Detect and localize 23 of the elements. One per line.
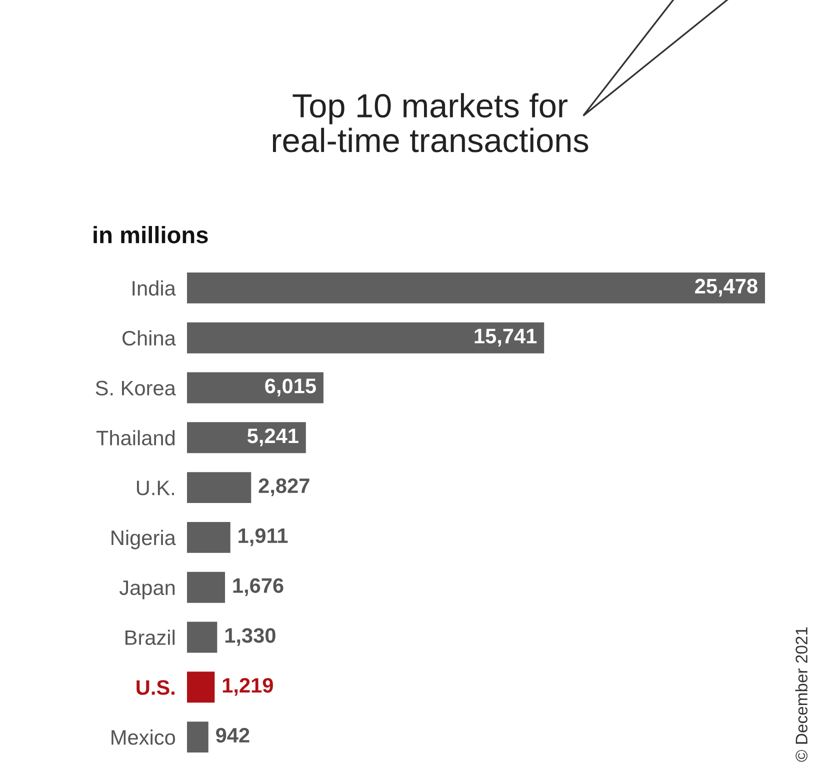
y-tick-label: U.K.: [136, 480, 174, 496]
y-tick-label: China: [122, 330, 176, 346]
data-label: 5,241: [247, 428, 298, 446]
data-label: 1,911: [238, 528, 288, 546]
chart-subtitle: in millions: [94, 226, 208, 244]
data-label: 25,478: [695, 278, 758, 297]
y-tick-label: Mexico: [112, 730, 176, 745]
data-label: 1,219: [222, 678, 273, 696]
y-tick-label: U.S.: [136, 680, 174, 695]
data-label: 15,741: [474, 328, 537, 346]
data-label: 2,827: [258, 478, 310, 496]
y-tick-label: S. Korea: [96, 380, 176, 396]
y-tick-label: India: [132, 280, 176, 296]
y-tick-label: Brazil: [126, 630, 174, 646]
y-tick-label: Japan: [119, 580, 175, 600]
y-tick-label: Nigeria: [112, 530, 176, 550]
text: © December 2021: [795, 627, 808, 762]
data-label: 1,330: [225, 628, 276, 646]
chart-title: Top 10 markets for real-time transactions: [272, 93, 588, 152]
data-label: 6,015: [265, 378, 316, 396]
y-tick-label: Thailand: [96, 430, 175, 446]
data-label: 1,676: [233, 578, 284, 596]
data-label: 942: [216, 728, 250, 743]
